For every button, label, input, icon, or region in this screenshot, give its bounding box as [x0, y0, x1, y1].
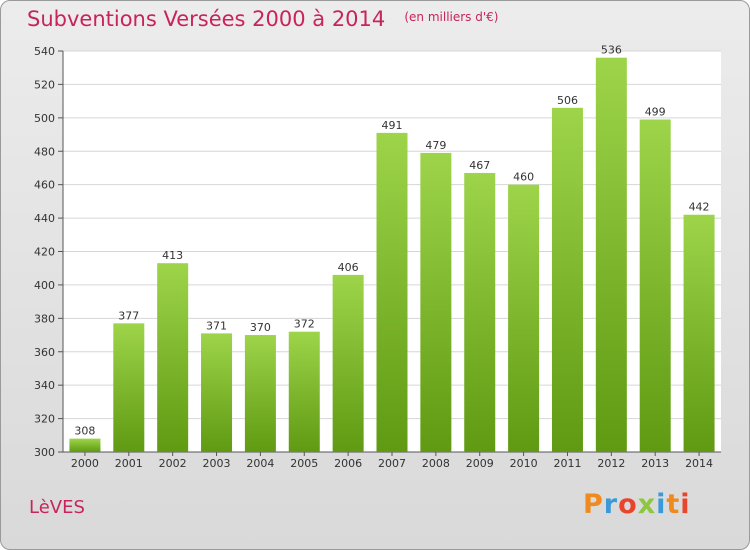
x-tick-label-2007: 2007	[378, 457, 406, 470]
chart-subtitle: (en milliers d'€)	[404, 10, 499, 24]
logo-letter: r	[603, 489, 619, 520]
x-tick-label-2003: 2003	[203, 457, 231, 470]
x-tick-label-2000: 2000	[71, 457, 99, 470]
data-label-2004: 370	[250, 321, 271, 334]
data-label-2008: 479	[425, 139, 446, 152]
x-tick-label-2011: 2011	[553, 457, 581, 470]
x-tick-label-2010: 2010	[510, 457, 538, 470]
y-tick-label: 400	[34, 279, 55, 292]
bar-2010	[508, 184, 540, 452]
data-label-2012: 536	[601, 44, 622, 57]
bar-2013	[639, 119, 671, 453]
x-tick-label-2008: 2008	[422, 457, 450, 470]
title-row: Subventions Versées 2000 à 2014 (en mill…	[27, 7, 498, 31]
data-label-2003: 371	[206, 319, 227, 332]
logo-letter: i	[680, 489, 691, 520]
bar-2008	[420, 152, 452, 452]
x-tick-label-2005: 2005	[290, 457, 318, 470]
bar-2004	[244, 335, 276, 452]
data-label-2002: 413	[162, 249, 183, 262]
bar-2003	[201, 333, 233, 452]
data-label-2009: 467	[469, 159, 490, 172]
bar-2006	[332, 274, 364, 452]
y-tick-label: 440	[34, 212, 55, 225]
bar-2005	[288, 331, 320, 452]
bar-2000	[69, 438, 101, 452]
bar-2002	[157, 263, 189, 452]
x-tick-label-2012: 2012	[597, 457, 625, 470]
y-tick-label: 340	[34, 379, 55, 392]
commune-name: LèVES	[29, 497, 85, 518]
logo-letter: P	[583, 489, 604, 520]
x-tick-label-2013: 2013	[641, 457, 669, 470]
y-tick-label: 380	[34, 312, 55, 325]
x-tick-label-2006: 2006	[334, 457, 362, 470]
y-tick-label: 500	[34, 112, 55, 125]
x-tick-label-2009: 2009	[466, 457, 494, 470]
proxiti-logo: Proxiti	[583, 489, 691, 520]
logo-letter: x	[637, 489, 657, 520]
data-label-2014: 442	[689, 201, 710, 214]
data-label-2010: 460	[513, 171, 534, 184]
data-label-2005: 372	[294, 318, 315, 331]
y-tick-label: 360	[34, 346, 55, 359]
y-tick-label: 420	[34, 246, 55, 259]
x-tick-label-2014: 2014	[685, 457, 713, 470]
bar-2007	[376, 132, 408, 452]
chart-title: Subventions Versées 2000 à 2014	[27, 7, 386, 31]
data-label-2007: 491	[382, 119, 403, 132]
logo-letter: t	[666, 489, 681, 520]
bar-2009	[464, 172, 496, 453]
logo-letter: o	[618, 489, 638, 520]
y-tick-label: 480	[34, 145, 55, 158]
y-tick-label: 520	[34, 78, 55, 91]
bar-2011	[551, 107, 583, 452]
x-tick-label-2001: 2001	[115, 457, 143, 470]
data-label-2001: 377	[118, 309, 139, 322]
logo-letter: i	[656, 489, 667, 520]
y-tick-label: 460	[34, 179, 55, 192]
bar-2001	[113, 323, 145, 452]
y-tick-label: 540	[34, 45, 55, 58]
data-label-2011: 506	[557, 94, 578, 107]
data-label-2006: 406	[338, 261, 359, 274]
data-label-2000: 308	[74, 425, 95, 438]
y-tick-label: 320	[34, 413, 55, 426]
bar-2014	[683, 214, 715, 452]
bar-2012	[595, 57, 627, 452]
x-tick-label-2004: 2004	[246, 457, 274, 470]
x-tick-label-2002: 2002	[159, 457, 187, 470]
y-tick-label: 300	[34, 446, 55, 459]
data-label-2013: 499	[645, 106, 666, 119]
